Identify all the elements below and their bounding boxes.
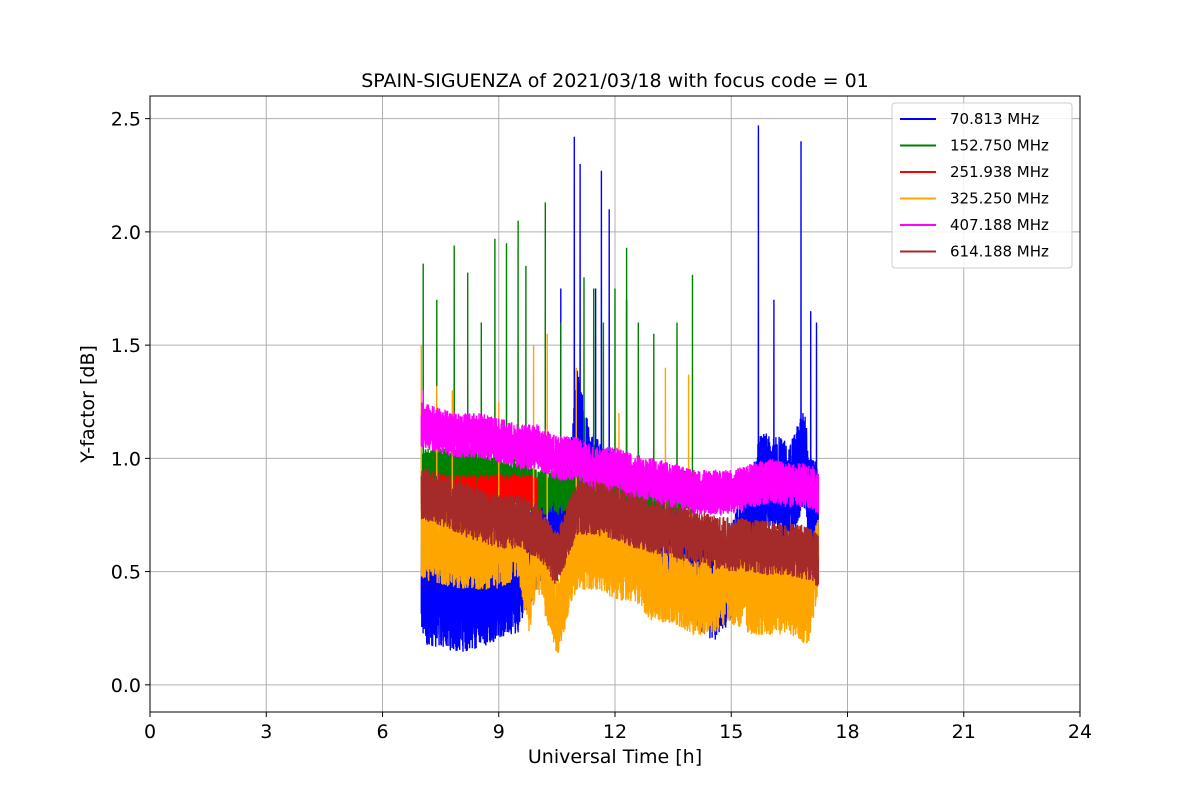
x-tick-label: 6 [376,721,388,743]
y-tick-label: 0.5 [111,562,141,584]
series-layer [420,125,820,653]
legend-label: 614.188 MHz [950,243,1049,261]
series-line [420,390,820,517]
ticks: 0 3 6 9 12 15 18 21 24 0.0 0.5 1.0 1.5 2.0 2.5 [111,109,1092,743]
x-tick-label: 24 [1068,721,1092,743]
x-tick-label: 0 [144,721,156,743]
y-tick-label: 0.0 [111,675,141,697]
legend-label: 70.813 MHz [950,110,1039,128]
y-tick-label: 2.5 [111,109,141,131]
legend-box [891,102,1073,269]
series-line [420,333,820,653]
legend-label: 152.750 MHz [950,137,1049,155]
x-tick-label: 21 [952,721,976,743]
x-axis-label: Universal Time [h] [528,746,702,768]
legend-label: 407.188 MHz [950,216,1049,234]
chart-title: SPAIN-SIGUENZA of 2021/03/18 with focus … [361,70,869,92]
legend-label: 251.938 MHz [950,163,1049,181]
legend: 70.813 MHz 152.750 MHz 251.938 MHz 325.250 … [891,102,1073,269]
x-tick-label: 9 [493,721,505,743]
x-tick-label: 18 [835,721,859,743]
legend-label: 325.250 MHz [950,190,1049,208]
x-tick-label: 3 [260,721,272,743]
y-axis-label: Y-factor [dB] [77,345,99,464]
y-tick-label: 1.0 [111,448,141,470]
series-line [420,468,820,587]
y-tick-label: 1.5 [111,335,141,357]
y-tick-label: 2.0 [111,222,141,244]
x-tick-label: 12 [603,721,627,743]
x-tick-label: 15 [719,721,743,743]
series-line [420,202,694,516]
